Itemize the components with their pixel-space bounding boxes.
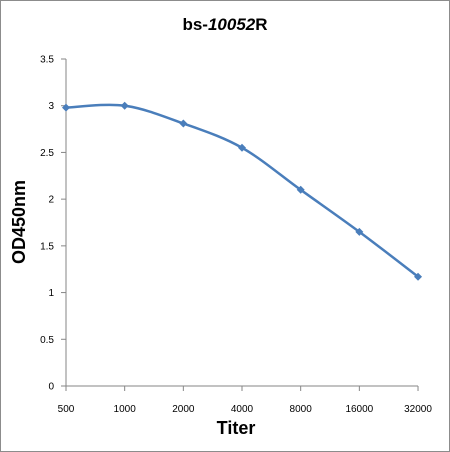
series-line <box>65 103 419 278</box>
y-tick-label: 0.5 <box>40 335 54 346</box>
data-point <box>296 185 305 194</box>
y-tick-label: 3 <box>48 101 54 112</box>
y-axis-ticks: 0 0.5 1 1.5 2 2.5 3 3.5 <box>40 55 66 393</box>
y-tick-label: 1.5 <box>40 241 54 252</box>
data-point <box>120 101 129 110</box>
x-tick-label: 16000 <box>345 404 373 415</box>
data-point <box>238 143 247 152</box>
chart-title: bs-10052R <box>182 15 267 34</box>
data-point <box>179 119 188 128</box>
x-tick-label: 500 <box>58 404 75 415</box>
y-tick-label: 1 <box>48 288 54 299</box>
y-tick-label: 2.5 <box>40 148 54 159</box>
x-tick-label: 4000 <box>231 404 254 415</box>
x-tick-label: 32000 <box>404 404 432 415</box>
data-point <box>355 227 364 236</box>
data-point <box>414 272 423 281</box>
y-tick-label: 3.5 <box>40 55 54 66</box>
x-tick-label: 8000 <box>290 404 313 415</box>
y-tick-label: 2 <box>48 195 54 206</box>
data-point <box>62 103 70 112</box>
x-tick-label: 2000 <box>172 404 195 415</box>
x-tick-label: 1000 <box>114 404 137 415</box>
series-markers <box>62 101 423 281</box>
y-tick-label: 0 <box>48 382 54 393</box>
x-axis-ticks: 500 1000 2000 4000 8000 16000 32000 <box>58 386 432 415</box>
x-axis-label: Titer <box>217 418 256 438</box>
y-axis-label: OD450nm <box>9 180 29 264</box>
